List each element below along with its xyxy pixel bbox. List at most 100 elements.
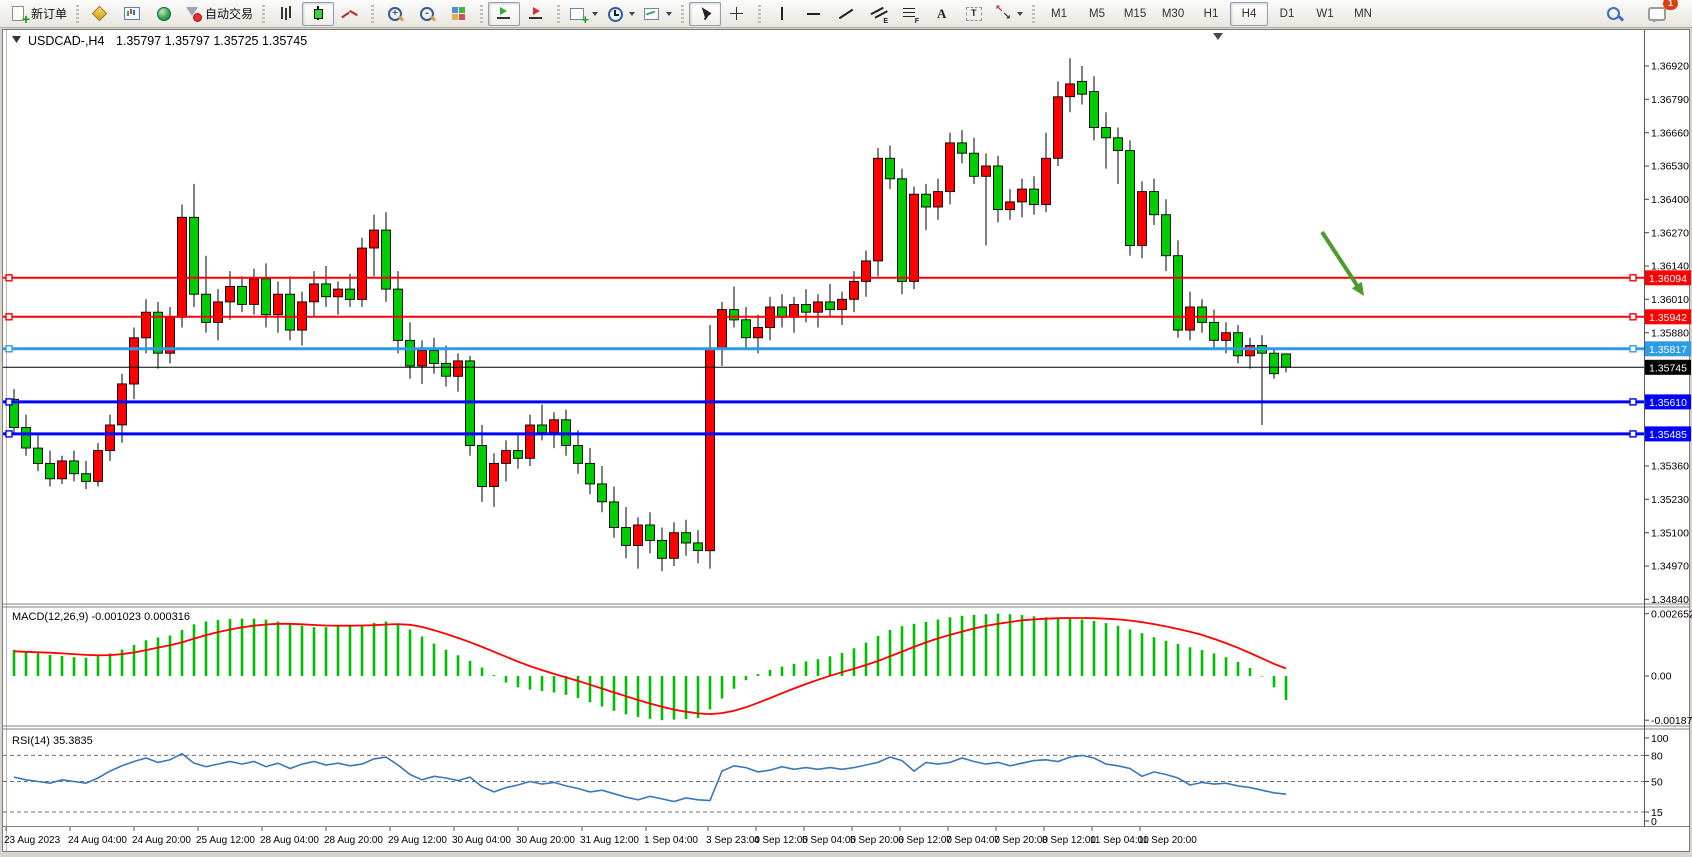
timeframe-m1-button[interactable]: M1 xyxy=(1051,7,1068,20)
candle-body xyxy=(957,142,967,154)
horizontal-line-icon xyxy=(805,5,823,22)
time-tick-label: 25 Aug 12:00 xyxy=(196,835,255,846)
indicators-button[interactable] xyxy=(565,2,602,26)
timeframe-h4-button[interactable]: H4 xyxy=(1230,1,1269,26)
autotrading-button[interactable]: 自动交易 xyxy=(180,2,257,26)
trendline-icon xyxy=(837,5,855,22)
rsi-axis-label: 50 xyxy=(1651,777,1663,789)
candle-body xyxy=(1053,96,1063,159)
time-axis[interactable]: 23 Aug 2023 24 Aug 04:00 24 Aug 20:00 25 Au… xyxy=(4,827,1197,846)
hline-left-handle[interactable] xyxy=(5,430,13,438)
drawn-arrow-line[interactable] xyxy=(1320,230,1361,289)
hline-left-handle[interactable] xyxy=(5,313,13,321)
hlines-layer[interactable] xyxy=(3,274,1644,438)
hline-right-handle[interactable] xyxy=(1629,398,1637,406)
bar-chart-button[interactable] xyxy=(270,2,302,26)
chart-symbol-period: USDCAD-,H4 xyxy=(28,34,104,48)
candlestick-button[interactable] xyxy=(302,1,335,26)
timeframe-m30-button[interactable]: M30 xyxy=(1161,7,1185,20)
macd-axis-label: 0.00 xyxy=(1651,671,1672,683)
new-order-button[interactable]: 新订单 xyxy=(6,2,71,26)
price-axis[interactable]: 1.36094 1.35942 1.35817 1.35745 1.35610 1.354… xyxy=(1644,61,1691,606)
candle-body xyxy=(1077,80,1087,95)
signals-icon xyxy=(155,5,173,22)
search-button[interactable] xyxy=(1598,2,1630,26)
cursor-button[interactable] xyxy=(689,1,722,26)
candle-body xyxy=(21,427,31,449)
trendline-button[interactable] xyxy=(830,2,862,26)
candle-body xyxy=(777,306,787,318)
candle-body xyxy=(309,283,319,303)
candle-body xyxy=(441,362,451,377)
periods-dropdown-icon[interactable] xyxy=(629,11,636,16)
arrows-dropdown-icon[interactable] xyxy=(1017,11,1024,16)
hline-left-handle[interactable] xyxy=(5,345,13,353)
horizontal-line-button[interactable] xyxy=(798,2,830,26)
crosshair-button[interactable] xyxy=(721,2,753,26)
arrows-button[interactable] xyxy=(990,2,1027,26)
candle-body xyxy=(1125,150,1135,246)
timeframe-h1-button[interactable]: H1 xyxy=(1203,7,1219,20)
notifications-button[interactable]: 1 xyxy=(1640,0,1678,26)
price-line-label-box xyxy=(1645,359,1691,375)
chart-menu-icon[interactable] xyxy=(12,36,21,43)
hline-left-handle[interactable] xyxy=(5,274,13,282)
timeframe-m5-button[interactable]: M5 xyxy=(1089,7,1106,20)
candle-body xyxy=(249,278,259,305)
tile-windows-button[interactable] xyxy=(443,2,475,26)
candle-body xyxy=(321,283,331,298)
new-chart-button[interactable] xyxy=(116,2,148,26)
templates-button[interactable] xyxy=(639,2,676,26)
price-line-label: 1.35745 xyxy=(1649,362,1687,374)
time-tick-label: 7 Sep 20:00 xyxy=(994,835,1048,846)
periods-button[interactable] xyxy=(602,2,639,26)
hline-right-handle[interactable] xyxy=(1629,345,1637,353)
rsi-axis-label: 100 xyxy=(1651,733,1669,745)
text-icon xyxy=(933,5,951,22)
line-chart-button[interactable] xyxy=(334,2,366,26)
hline-left-handle[interactable] xyxy=(5,398,13,406)
annotations-layer[interactable] xyxy=(1320,230,1364,296)
hline-right-handle[interactable] xyxy=(1629,430,1637,438)
candle-body xyxy=(177,216,187,318)
timeframe-mn-button[interactable]: MN xyxy=(1354,7,1372,20)
candle-body xyxy=(9,398,19,428)
drawn-arrow-head[interactable] xyxy=(1351,281,1364,296)
candle-body xyxy=(1017,188,1027,203)
cursor-icon xyxy=(696,5,714,22)
hline-right-handle[interactable] xyxy=(1629,313,1637,321)
candle-body xyxy=(741,319,751,339)
timeframe-d1-button[interactable]: D1 xyxy=(1279,7,1295,20)
rsi-axis-label: 15 xyxy=(1651,807,1663,819)
indicators-dropdown-icon[interactable] xyxy=(592,11,599,16)
chart-shift-marker-icon[interactable] xyxy=(1213,33,1223,40)
vertical-line-button[interactable] xyxy=(766,2,798,26)
periods-icon xyxy=(606,5,624,22)
price-line-label-box xyxy=(1645,270,1691,286)
hline-right-handle[interactable] xyxy=(1629,274,1637,282)
fibonacci-button[interactable] xyxy=(894,2,926,26)
timeframe-w1-button[interactable]: W1 xyxy=(1316,7,1334,20)
zoom-out-button[interactable] xyxy=(411,2,443,26)
time-tick-label: 31 Aug 12:00 xyxy=(580,835,639,846)
tile-windows-icon xyxy=(450,5,468,22)
candle-body xyxy=(201,293,211,323)
chart-shift-button[interactable] xyxy=(520,2,552,26)
text-label-button[interactable] xyxy=(958,2,990,26)
price-tick-label: 1.35360 xyxy=(1651,461,1689,473)
time-tick-label: 30 Aug 04:00 xyxy=(452,835,511,846)
signals-button[interactable] xyxy=(148,2,180,26)
templates-dropdown-icon[interactable] xyxy=(666,11,673,16)
profiles-icon xyxy=(91,5,109,22)
toolbar-separator xyxy=(557,4,561,23)
candle-body xyxy=(1173,255,1183,331)
toolbar-right-group: 1 xyxy=(1598,0,1686,26)
timeframe-m15-button[interactable]: M15 xyxy=(1123,7,1147,20)
zoom-in-button[interactable] xyxy=(379,2,411,26)
text-button[interactable] xyxy=(926,2,958,26)
equidistant-channel-button[interactable] xyxy=(862,2,894,26)
profiles-button[interactable] xyxy=(84,2,116,26)
auto-scroll-button[interactable] xyxy=(488,1,521,26)
